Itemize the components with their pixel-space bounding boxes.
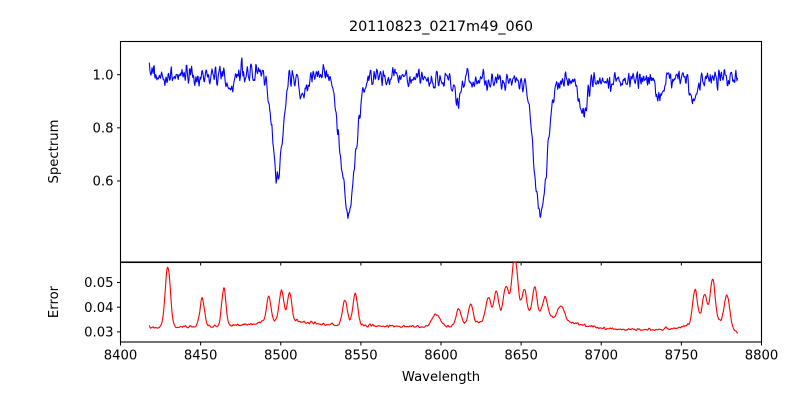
spectrum-data-line [148, 57, 739, 219]
x-tick-label: 8700 [584, 349, 618, 364]
y-tick-label: 1.0 [93, 68, 114, 83]
spectrum-y-ticks: 0.6 0.8 1.0 [93, 68, 121, 190]
y-tick-label: 0.6 [93, 175, 114, 190]
x-tick-label: 8750 [665, 349, 699, 364]
y-tick-label: 0.04 [84, 301, 113, 316]
x-tick-label: 8500 [264, 349, 298, 364]
y-tick-label: 0.8 [93, 121, 114, 136]
x-tick-label: 8600 [424, 349, 458, 364]
error-panel: 0.03 0.04 0.05 8400 8450 8500 8550 8600 8650 870… [47, 261, 779, 385]
error-data-line [148, 261, 739, 334]
x-tick-label: 8550 [344, 349, 378, 364]
x-tick-label: 8400 [104, 349, 138, 364]
y-tick-label: 0.03 [84, 325, 113, 340]
error-x-axis-label: Wavelength [402, 370, 480, 385]
spectrum-y-axis-label: Spectrum [47, 120, 62, 184]
error-y-axis-label: Error [47, 285, 62, 318]
x-tick-label: 8450 [184, 349, 218, 364]
y-tick-label: 0.05 [84, 276, 113, 291]
x-tick-label: 8800 [745, 349, 779, 364]
figure-title: 20110823_0217m49_060 [349, 19, 533, 35]
error-x-ticks: 8400 8450 8500 8550 8600 8650 8700 8750 8800 [104, 342, 779, 364]
error-y-ticks: 0.03 0.04 0.05 [84, 276, 121, 340]
x-tick-label: 8650 [504, 349, 538, 364]
